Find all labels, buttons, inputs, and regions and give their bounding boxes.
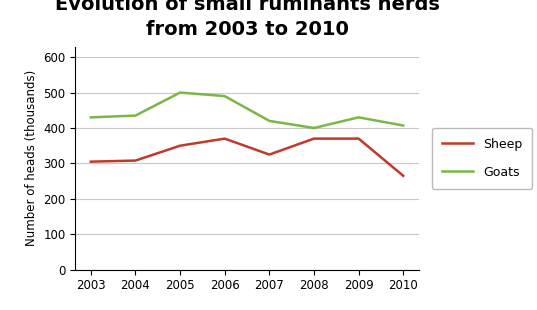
Legend: Sheep, Goats: Sheep, Goats <box>432 128 533 188</box>
Sheep <box>221 137 228 140</box>
Goats <box>355 116 362 119</box>
Sheep <box>88 160 94 163</box>
Sheep <box>132 159 139 162</box>
Title: Evolution of small ruminants herds
from 2003 to 2010: Evolution of small ruminants herds from … <box>55 0 439 39</box>
Sheep <box>311 137 317 140</box>
Goats <box>132 114 139 117</box>
Goats <box>400 124 407 127</box>
Y-axis label: Number of heads (thousands): Number of heads (thousands) <box>25 70 38 246</box>
Sheep <box>355 137 362 140</box>
Line: Sheep: Sheep <box>91 139 403 176</box>
Goats <box>88 116 94 119</box>
Goats <box>177 91 183 95</box>
Sheep <box>177 144 183 148</box>
Line: Goats: Goats <box>91 93 403 128</box>
Goats <box>311 126 317 130</box>
Sheep <box>266 153 273 157</box>
Goats <box>266 119 273 123</box>
Goats <box>221 94 228 98</box>
Sheep <box>400 174 407 178</box>
